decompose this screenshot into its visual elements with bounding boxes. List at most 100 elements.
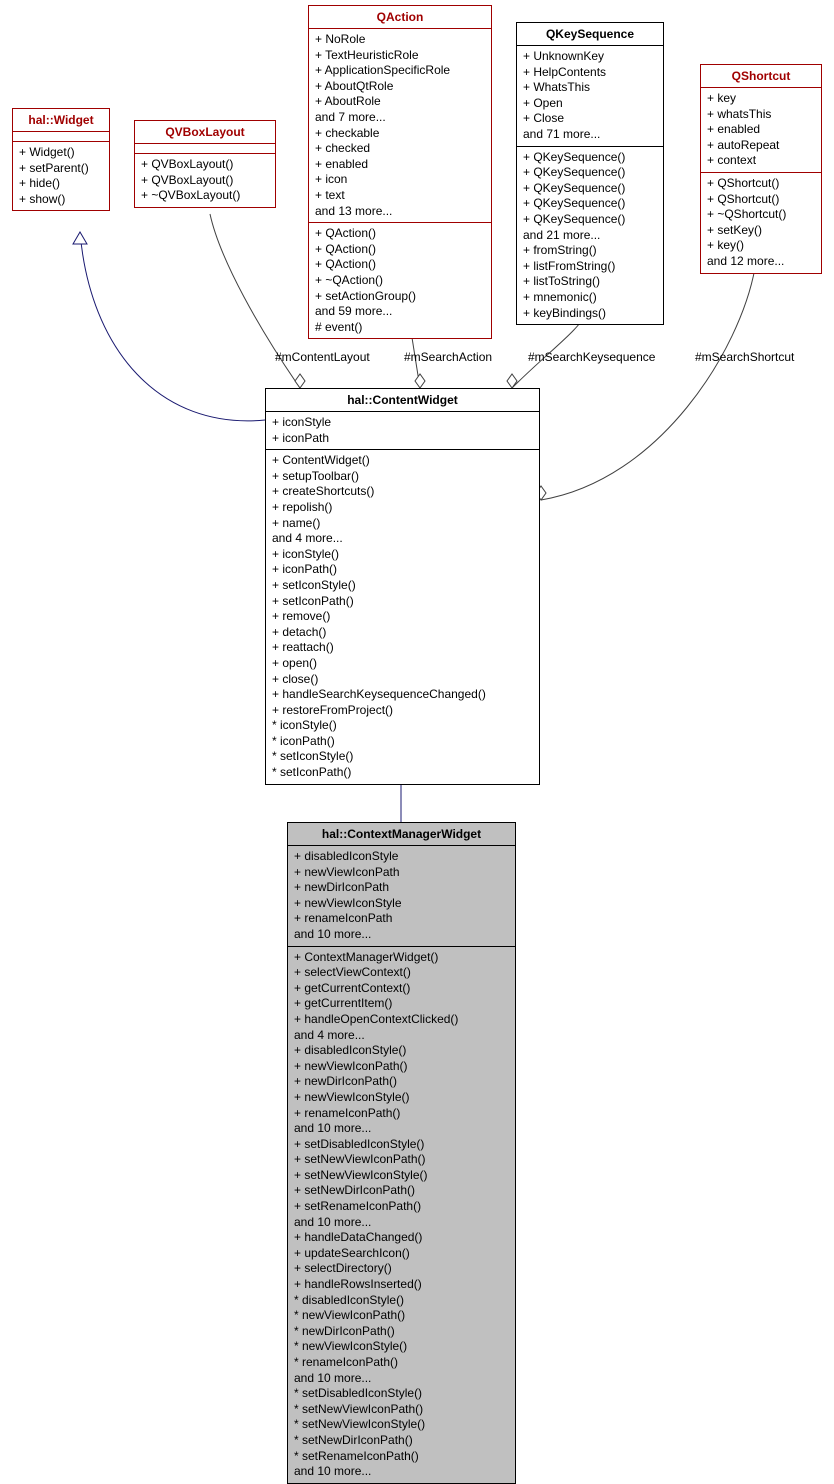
attr-row: + autoRepeat — [707, 138, 815, 154]
attr-row: + whatsThis — [707, 107, 815, 123]
ops-compartment: + QKeySequence()+ QKeySequence()+ QKeySe… — [517, 146, 663, 325]
class-hal-contentwidget: hal::ContentWidget+ iconStyle+ iconPath+… — [265, 388, 540, 785]
class-title: hal::ContentWidget — [266, 389, 539, 411]
op-row: + name() — [272, 516, 533, 532]
op-row: + keyBindings() — [523, 306, 657, 322]
op-row: * disabledIconStyle() — [294, 1293, 509, 1309]
op-row: + createShortcuts() — [272, 484, 533, 500]
attr-row: + text — [315, 188, 485, 204]
op-row: + show() — [19, 192, 103, 208]
op-row: + setNewViewIconStyle() — [294, 1168, 509, 1184]
ops-compartment: + QShortcut()+ QShortcut()+ ~QShortcut()… — [701, 172, 821, 273]
op-row: + remove() — [272, 609, 533, 625]
ops-compartment: + ContentWidget()+ setupToolbar()+ creat… — [266, 449, 539, 783]
class-qkeysequence: QKeySequence+ UnknownKey+ HelpContents+ … — [516, 22, 664, 325]
op-row: + handleRowsInserted() — [294, 1277, 509, 1293]
attrs-compartment: + iconStyle+ iconPath — [266, 411, 539, 449]
op-row: + renameIconPath() — [294, 1106, 509, 1122]
attrs-compartment — [13, 131, 109, 141]
op-row: + QKeySequence() — [523, 212, 657, 228]
op-row: + QKeySequence() — [523, 150, 657, 166]
attr-row: + AboutRole — [315, 94, 485, 110]
op-row: + newViewIconPath() — [294, 1059, 509, 1075]
op-row: + QAction() — [315, 226, 485, 242]
op-row: + selectDirectory() — [294, 1261, 509, 1277]
op-row: + listFromString() — [523, 259, 657, 275]
op-row: + disabledIconStyle() — [294, 1043, 509, 1059]
attrs-compartment — [135, 143, 275, 153]
op-row: + QVBoxLayout() — [141, 173, 269, 189]
attr-row: + ApplicationSpecificRole — [315, 63, 485, 79]
op-row: + updateSearchIcon() — [294, 1246, 509, 1262]
op-row: * newViewIconStyle() — [294, 1339, 509, 1355]
attr-row: + HelpContents — [523, 65, 657, 81]
op-row: * setNewDirIconPath() — [294, 1433, 509, 1449]
op-row: + iconPath() — [272, 562, 533, 578]
attr-row: and 13 more... — [315, 204, 485, 220]
attr-row: + disabledIconStyle — [294, 849, 509, 865]
attr-row: + context — [707, 153, 815, 169]
op-row: * renameIconPath() — [294, 1355, 509, 1371]
op-row: and 10 more... — [294, 1121, 509, 1137]
attr-row: + newViewIconPath — [294, 865, 509, 881]
label-msearchshortcut: #mSearchShortcut — [695, 350, 794, 364]
op-row: + hide() — [19, 176, 103, 192]
class-title: hal::ContextManagerWidget — [288, 823, 515, 845]
op-row: + ~QVBoxLayout() — [141, 188, 269, 204]
label-mcontentlayout: #mContentLayout — [275, 350, 370, 364]
op-row: + handleSearchKeysequenceChanged() — [272, 687, 533, 703]
class-hal-contextmanagerwidget: hal::ContextManagerWidget+ disabledIconS… — [287, 822, 516, 1484]
class-qshortcut: QShortcut+ key+ whatsThis+ enabled+ auto… — [700, 64, 822, 274]
op-row: + newDirIconPath() — [294, 1074, 509, 1090]
attr-row: + enabled — [315, 157, 485, 173]
op-row: + listToString() — [523, 274, 657, 290]
op-row: and 59 more... — [315, 304, 485, 320]
op-row: + open() — [272, 656, 533, 672]
attrs-compartment: + disabledIconStyle+ newViewIconPath+ ne… — [288, 845, 515, 946]
op-row: + repolish() — [272, 500, 533, 516]
op-row: and 12 more... — [707, 254, 815, 270]
class-title: hal::Widget — [13, 109, 109, 131]
op-row: and 10 more... — [294, 1215, 509, 1231]
class-title: QAction — [309, 6, 491, 28]
op-row: + mnemonic() — [523, 290, 657, 306]
attr-row: + checkable — [315, 126, 485, 142]
op-row: + QShortcut() — [707, 192, 815, 208]
op-row: + handleDataChanged() — [294, 1230, 509, 1246]
op-row: + getCurrentItem() — [294, 996, 509, 1012]
op-row: and 10 more... — [294, 1371, 509, 1387]
op-row: + detach() — [272, 625, 533, 641]
op-row: + setupToolbar() — [272, 469, 533, 485]
attr-row: + TextHeuristicRole — [315, 48, 485, 64]
op-row: * iconPath() — [272, 734, 533, 750]
op-row: + newViewIconStyle() — [294, 1090, 509, 1106]
op-row: + QKeySequence() — [523, 181, 657, 197]
class-qvboxlayout: QVBoxLayout+ QVBoxLayout()+ QVBoxLayout(… — [134, 120, 276, 208]
attr-row: and 7 more... — [315, 110, 485, 126]
attr-row: + Open — [523, 96, 657, 112]
op-row: * setRenameIconPath() — [294, 1449, 509, 1465]
op-row: and 10 more... — [294, 1464, 509, 1480]
op-row: * setNewViewIconPath() — [294, 1402, 509, 1418]
op-row: + setIconStyle() — [272, 578, 533, 594]
op-row: + setParent() — [19, 161, 103, 177]
op-row: + setNewViewIconPath() — [294, 1152, 509, 1168]
op-row: * newViewIconPath() — [294, 1308, 509, 1324]
op-row: * newDirIconPath() — [294, 1324, 509, 1340]
op-row: + close() — [272, 672, 533, 688]
attrs-compartment: + NoRole+ TextHeuristicRole+ Application… — [309, 28, 491, 222]
op-row: + QShortcut() — [707, 176, 815, 192]
op-row: + setIconPath() — [272, 594, 533, 610]
op-row: and 4 more... — [272, 531, 533, 547]
op-row: + restoreFromProject() — [272, 703, 533, 719]
op-row: + QVBoxLayout() — [141, 157, 269, 173]
attr-row: + renameIconPath — [294, 911, 509, 927]
op-row: + setNewDirIconPath() — [294, 1183, 509, 1199]
attr-row: + key — [707, 91, 815, 107]
attr-row: and 71 more... — [523, 127, 657, 143]
ops-compartment: + QVBoxLayout()+ QVBoxLayout()+ ~QVBoxLa… — [135, 153, 275, 207]
attr-row: + iconStyle — [272, 415, 533, 431]
attr-row: + checked — [315, 141, 485, 157]
op-row: + QKeySequence() — [523, 196, 657, 212]
class-qaction: QAction+ NoRole+ TextHeuristicRole+ Appl… — [308, 5, 492, 339]
